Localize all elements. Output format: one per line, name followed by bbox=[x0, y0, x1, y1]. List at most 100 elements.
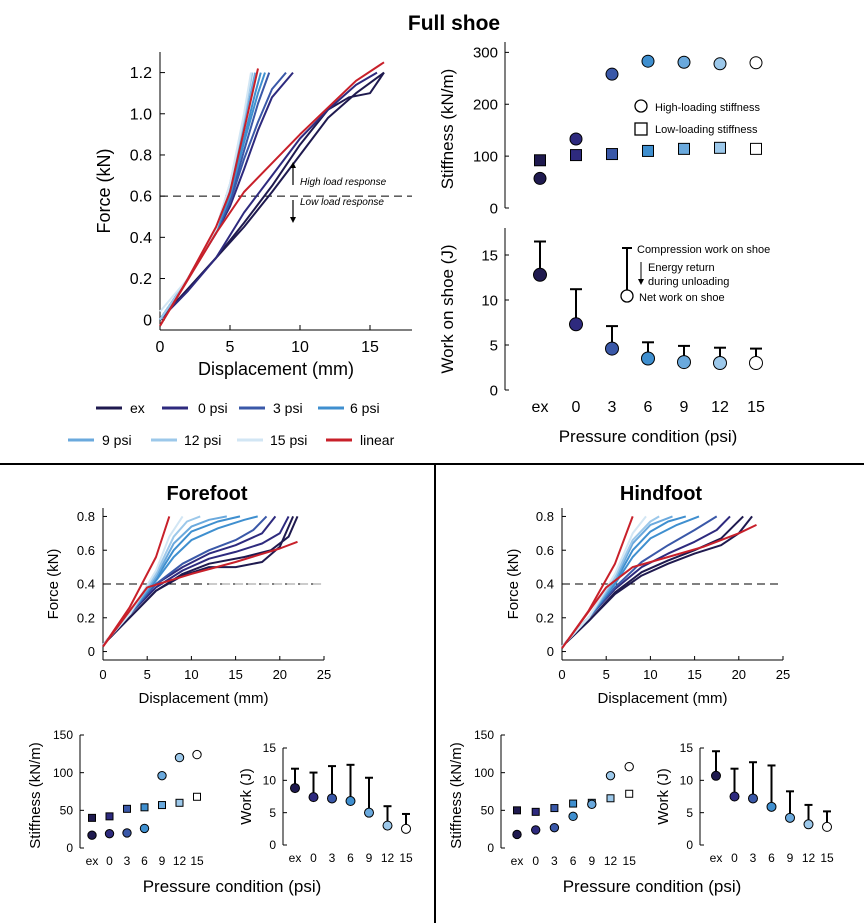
y-tick-label: 50 bbox=[60, 804, 74, 818]
y-tick-label: 150 bbox=[53, 728, 73, 742]
x-tick-label: 15 bbox=[399, 851, 413, 865]
legend-marker-high bbox=[634, 99, 648, 113]
x-tick-label: 12 bbox=[711, 399, 729, 416]
high-stiffness-marker bbox=[713, 57, 727, 71]
y-tick-label: 0.4 bbox=[536, 577, 554, 592]
y-tick-label: 1.0 bbox=[130, 106, 152, 123]
y-axis-label: Stiffness (kN/m) bbox=[438, 69, 457, 190]
legend-during-unloading: during unloading bbox=[648, 276, 729, 288]
y-tick-label: 10 bbox=[263, 774, 277, 788]
x-tick-label: 20 bbox=[732, 667, 746, 682]
x-tick-label: 10 bbox=[291, 339, 309, 356]
low-stiffness-marker bbox=[570, 149, 582, 162]
y-tick-label: 0.8 bbox=[536, 509, 554, 524]
x-tick-label: 3 bbox=[329, 851, 336, 865]
series-line-3psi bbox=[102, 515, 268, 646]
x-tick-label: 10 bbox=[184, 667, 198, 682]
high-stiffness-marker bbox=[749, 56, 763, 70]
legend-marker-low bbox=[634, 122, 648, 136]
y-tick-label: 10 bbox=[680, 774, 694, 788]
low-stiffness-marker bbox=[531, 807, 540, 816]
legend-energy-return: Energy return bbox=[648, 262, 715, 274]
x-tick-label: 0 bbox=[106, 854, 113, 868]
high-stiffness-marker bbox=[587, 799, 597, 810]
forefoot-title: Forefoot bbox=[166, 483, 247, 505]
series-line-0psi bbox=[159, 71, 378, 321]
y-tick-label: 0.2 bbox=[536, 610, 554, 625]
series-line-15psi bbox=[561, 515, 647, 648]
low-stiffness-marker bbox=[750, 142, 762, 155]
series-line-linear bbox=[159, 61, 385, 327]
y-tick-label: 0 bbox=[269, 838, 276, 852]
x-tick-label: 5 bbox=[144, 667, 151, 682]
high-stiffness-marker bbox=[605, 67, 619, 81]
y-tick-label: 200 bbox=[473, 97, 498, 114]
y-tick-label: 0.6 bbox=[77, 543, 95, 558]
series-line-linear bbox=[159, 68, 259, 327]
x-tick-label: 15 bbox=[820, 851, 834, 865]
y-tick-label: 0 bbox=[88, 644, 95, 659]
x-tick-label: 0 bbox=[558, 667, 565, 682]
x-tick-label: 15 bbox=[228, 667, 242, 682]
low-stiffness-marker bbox=[569, 799, 578, 808]
legend-label-0psi: 0 psi bbox=[198, 400, 228, 416]
net-work-marker bbox=[749, 356, 763, 370]
net-work-marker bbox=[382, 820, 393, 831]
x-tick-label: 9 bbox=[366, 851, 373, 865]
x-axis-label: Pressure condition (psi) bbox=[563, 877, 742, 896]
y-tick-label: 0.2 bbox=[77, 610, 95, 625]
y-axis-label: Work (J) bbox=[238, 768, 255, 824]
low-stiffness-marker bbox=[175, 798, 184, 807]
low-stiffness-marker bbox=[88, 813, 96, 822]
legend-net-work: Net work on shoe bbox=[639, 292, 725, 304]
low-stiffness-marker bbox=[140, 803, 149, 812]
net-work-marker bbox=[401, 823, 411, 834]
x-tick-label: 9 bbox=[787, 851, 794, 865]
high-stiffness-marker bbox=[87, 830, 97, 840]
high-load-arrowhead bbox=[290, 162, 296, 168]
x-tick-label: 12 bbox=[604, 854, 618, 868]
x-axis-label: Displacement (mm) bbox=[597, 690, 727, 707]
low-stiffness-marker bbox=[678, 142, 690, 155]
y-tick-label: 300 bbox=[473, 45, 498, 62]
y-tick-label: 0.4 bbox=[130, 230, 152, 247]
net-work-marker bbox=[569, 317, 583, 332]
low-stiffness-marker bbox=[714, 141, 726, 154]
x-tick-label: 5 bbox=[603, 667, 610, 682]
net-work-marker bbox=[713, 356, 727, 370]
y-tick-label: 0.2 bbox=[130, 271, 152, 288]
x-tick-label: 25 bbox=[317, 667, 331, 682]
x-tick-label: 15 bbox=[623, 854, 637, 868]
x-tick-label: 3 bbox=[750, 851, 757, 865]
x-tick-label: 9 bbox=[159, 854, 166, 868]
x-tick-label: 0 bbox=[572, 399, 581, 416]
high-stiffness-marker bbox=[192, 749, 202, 760]
net-work-marker bbox=[748, 793, 758, 804]
high-stiffness-marker bbox=[531, 825, 541, 835]
series-legend: ex 0 psi 3 psi 6 psi 9 psi 12 psi 15 psi… bbox=[68, 400, 395, 448]
y-tick-label: 5 bbox=[269, 806, 276, 820]
x-axis-label: Displacement (mm) bbox=[198, 359, 354, 379]
net-work-marker bbox=[711, 770, 721, 781]
y-tick-label: 50 bbox=[481, 804, 495, 818]
net-work-marker bbox=[308, 792, 319, 803]
series-line-ex bbox=[561, 515, 744, 648]
y-tick-label: 100 bbox=[473, 148, 498, 165]
y-tick-label: 15 bbox=[263, 741, 277, 755]
x-tick-label: 6 bbox=[768, 851, 775, 865]
y-tick-label: 0 bbox=[487, 841, 494, 855]
x-tick-label: 6 bbox=[644, 399, 653, 416]
x-tick-label: 12 bbox=[802, 851, 816, 865]
x-tick-label: 6 bbox=[570, 854, 577, 868]
series-line-ex bbox=[102, 515, 299, 646]
y-tick-label: 0 bbox=[490, 200, 498, 217]
x-tick-label: 9 bbox=[680, 399, 689, 416]
legend-label-9psi: 9 psi bbox=[102, 432, 132, 448]
y-tick-label: 150 bbox=[474, 728, 494, 742]
net-work-marker bbox=[533, 267, 547, 282]
y-axis-label: Stiffness (kN/m) bbox=[448, 742, 465, 848]
